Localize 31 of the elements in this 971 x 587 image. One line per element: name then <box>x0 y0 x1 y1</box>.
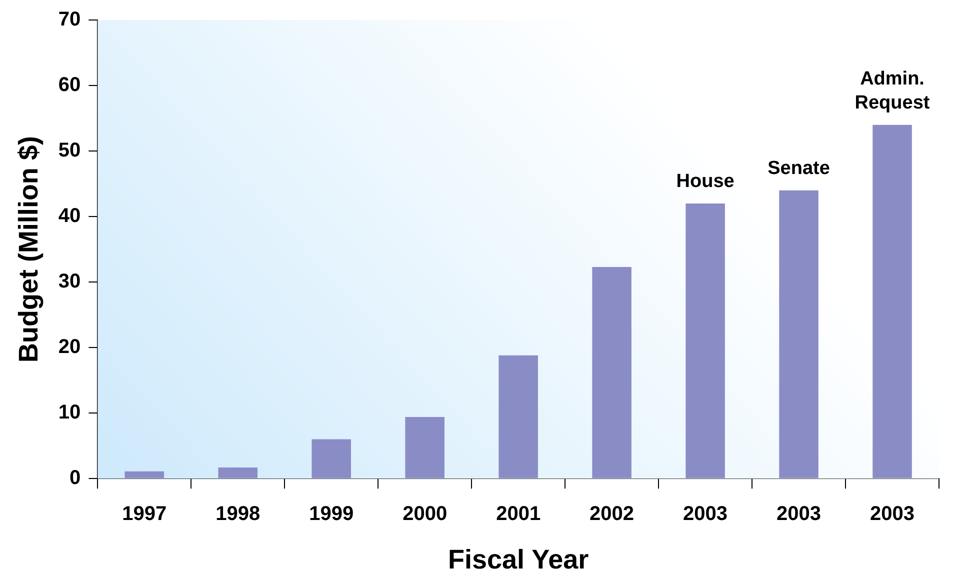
bar <box>218 467 258 478</box>
y-tick-label: 10 <box>58 402 81 424</box>
bar <box>686 203 725 478</box>
x-tick-label: 2001 <box>496 503 541 526</box>
y-tick-label: 0 <box>70 467 81 490</box>
x-tick-label: 2003 <box>776 503 822 526</box>
bar <box>124 471 164 478</box>
y-tick-label: 20 <box>58 336 81 358</box>
bar <box>312 439 351 478</box>
bar <box>779 190 818 478</box>
x-tick-label: 2003 <box>683 503 728 526</box>
bar <box>498 355 538 478</box>
bar <box>592 266 632 478</box>
x-tick-label: 2000 <box>402 503 448 526</box>
y-tick-label: 60 <box>58 74 81 96</box>
x-tick-label: 2002 <box>590 503 634 526</box>
y-tick-label: 30 <box>58 270 81 293</box>
bar <box>405 417 444 478</box>
x-tick-label: 2003 <box>870 503 915 526</box>
x-tick-label: 1997 <box>122 503 167 526</box>
x-tick-label: 1999 <box>309 503 354 526</box>
bar <box>872 124 912 478</box>
x-tick-label: 1998 <box>216 503 260 526</box>
annotation: Admin. Request <box>854 68 930 114</box>
x-axis-title: Fiscal Year <box>448 544 590 574</box>
y-tick-label: 70 <box>58 8 81 31</box>
y-tick-label: 40 <box>58 205 81 228</box>
annotation: House <box>676 171 734 192</box>
y-tick-label: 50 <box>58 140 81 162</box>
annotation: Senate <box>768 158 830 180</box>
y-axis-title: Budget (Million $) <box>14 136 44 363</box>
